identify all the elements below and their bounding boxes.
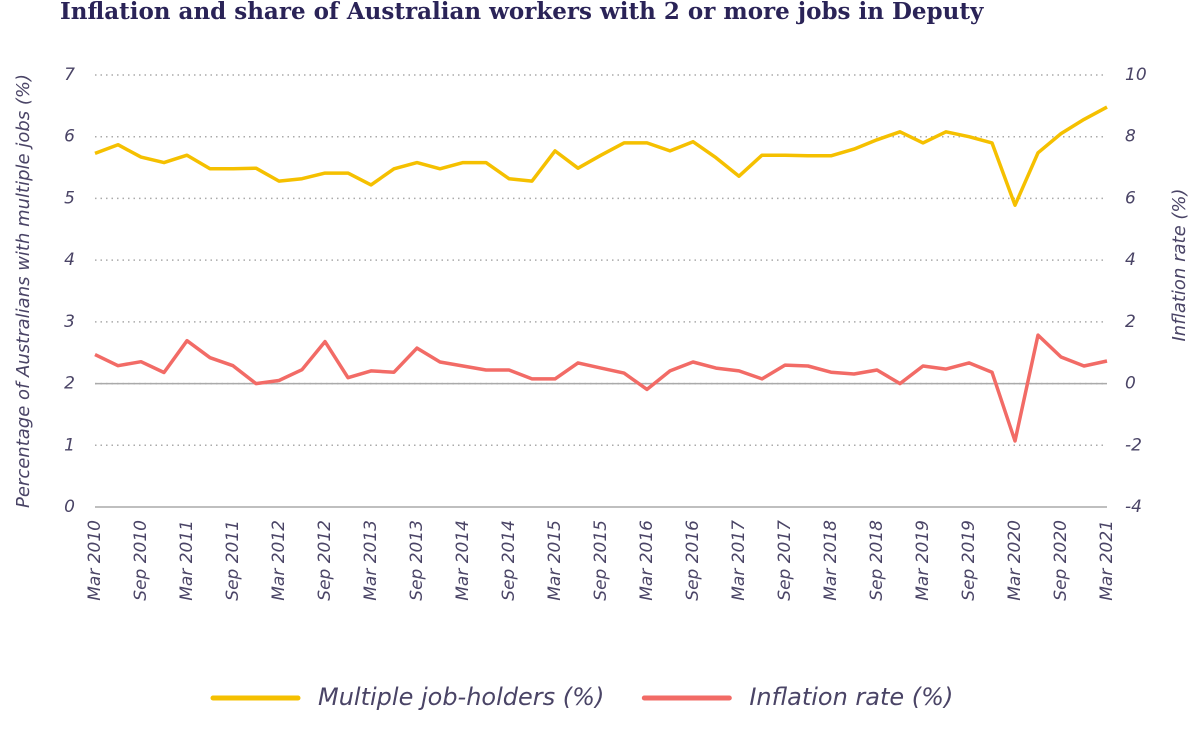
series-line [94, 105, 1108, 207]
y2-tick-label: 10 [1125, 65, 1147, 85]
x-tick-label: Mar 2010 [85, 520, 105, 601]
y-tick-label: 4 [64, 250, 75, 270]
y-tick-label: 1 [64, 435, 75, 455]
y2-axis-title: Inflation rate (%) [1169, 188, 1190, 341]
x-tick-label: Sep 2019 [959, 520, 979, 601]
y2-tick-label: 6 [1125, 188, 1136, 208]
y2-tick-label: -2 [1125, 435, 1142, 455]
x-tick-label: Sep 2020 [1051, 520, 1071, 601]
y2-tick-label: 4 [1125, 250, 1136, 270]
y-axis-title: Percentage of Australians with multiple … [13, 74, 34, 508]
y-tick-label: 5 [64, 188, 75, 208]
x-tick-label: Mar 2018 [821, 520, 841, 601]
y-tick-label: 7 [64, 65, 75, 85]
x-tick-label: Sep 2013 [407, 520, 427, 601]
y-tick-label: 3 [64, 312, 75, 332]
legend-label: Inflation rate (%) [749, 683, 953, 711]
x-tick-label: Mar 2021 [1097, 520, 1117, 601]
y-tick-label: 6 [64, 127, 75, 147]
x-tick-label: Sep 2016 [683, 520, 703, 601]
y2-tick-label: 8 [1125, 127, 1136, 147]
x-tick-label: Sep 2015 [591, 520, 611, 601]
y-tick-label: 0 [64, 497, 75, 517]
x-tick-label: Sep 2018 [867, 520, 887, 601]
x-tick-label: Mar 2015 [545, 520, 565, 601]
y-tick-label: 2 [64, 374, 75, 394]
legend-label: Multiple job-holders (%) [318, 683, 604, 711]
x-tick-label: Sep 2017 [775, 520, 795, 601]
series-line [94, 333, 1108, 443]
y2-tick-label: -4 [1125, 497, 1142, 517]
x-tick-label: Mar 2012 [269, 520, 289, 601]
x-tick-label: Sep 2012 [315, 520, 335, 601]
x-tick-label: Sep 2014 [499, 520, 519, 601]
x-tick-label: Mar 2011 [177, 520, 197, 601]
x-tick-label: Mar 2016 [637, 520, 657, 601]
x-tick-label: Mar 2019 [913, 520, 933, 601]
x-tick-label: Mar 2014 [453, 520, 473, 601]
x-tick-label: Sep 2011 [223, 520, 243, 601]
chart-title: Inflation and share of Australian worker… [60, 0, 984, 25]
x-tick-label: Mar 2020 [1005, 520, 1025, 601]
y2-tick-label: 2 [1125, 312, 1136, 332]
x-tick-label: Mar 2017 [729, 520, 749, 601]
x-tick-label: Sep 2010 [131, 520, 151, 601]
x-tick-label: Mar 2013 [361, 520, 381, 601]
y2-tick-label: 0 [1125, 374, 1136, 394]
